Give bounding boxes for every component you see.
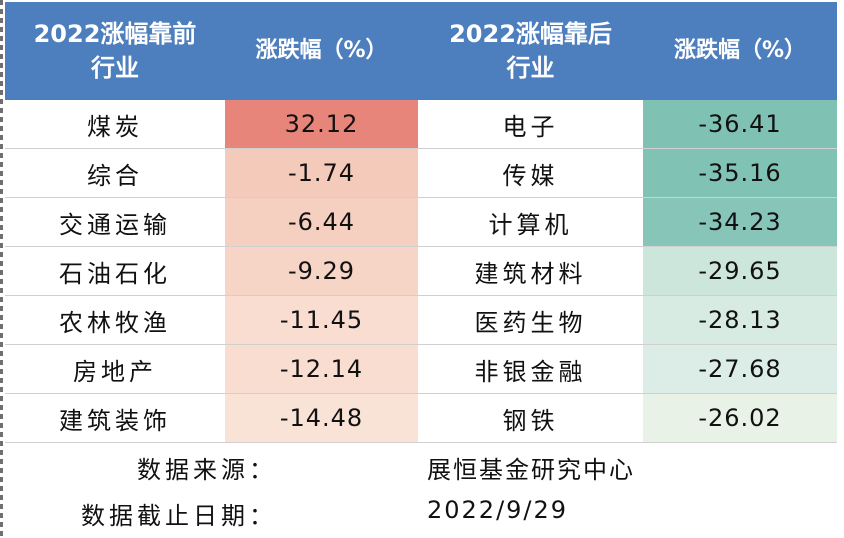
top-value-cell: -1.74 (225, 148, 418, 198)
dashed-border-left (0, 0, 3, 538)
table-row: 交通运输 -6.44 计算机 -34.23 (5, 197, 837, 247)
bottom-industry-cell: 建筑材料 (418, 246, 643, 296)
table-row: 综合 -1.74 传媒 -35.16 (5, 148, 837, 198)
header-bottom-industry: 2022涨幅靠后 行业 (418, 2, 643, 100)
top-industry-cell: 煤炭 (5, 100, 225, 149)
top-industry-cell: 综合 (5, 148, 225, 198)
top-value-cell: -14.48 (225, 393, 418, 443)
top-value-cell: 32.12 (225, 100, 418, 149)
bottom-industry-cell: 电子 (418, 100, 643, 149)
top-industry-cell: 石油石化 (5, 246, 225, 296)
top-value-cell: -12.14 (225, 344, 418, 394)
industry-performance-table: 2022涨幅靠前 行业 涨跌幅（%） 2022涨幅靠后 行业 涨跌幅（%） 煤炭… (5, 2, 837, 443)
header-top-industry-line1: 2022涨幅靠前 (33, 20, 197, 48)
top-industry-cell: 房地产 (5, 344, 225, 394)
bottom-value-cell: -34.23 (643, 197, 837, 247)
header-top-industry-line2: 行业 (91, 54, 139, 82)
bottom-value-cell: -28.13 (643, 295, 837, 345)
header-top-industry: 2022涨幅靠前 行业 (5, 2, 225, 100)
top-value-cell: -11.45 (225, 295, 418, 345)
date-row: 数据截止日期： 2022/9/29 (5, 488, 837, 534)
header-top-pct: 涨跌幅（%） (225, 2, 418, 100)
source-label: 数据来源： (137, 456, 277, 484)
table-row: 建筑装饰 -14.48 钢铁 -26.02 (5, 393, 837, 443)
top-industry-cell: 建筑装饰 (5, 393, 225, 443)
table-row: 石油石化 -9.29 建筑材料 -29.65 (5, 246, 837, 296)
date-label: 数据截止日期： (81, 502, 277, 530)
source-row: 数据来源： 展恒基金研究中心 (5, 442, 837, 488)
bottom-industry-cell: 传媒 (418, 148, 643, 198)
date-value: 2022/9/29 (427, 496, 569, 524)
table-row: 房地产 -12.14 非银金融 -27.68 (5, 344, 837, 394)
table-header-row: 2022涨幅靠前 行业 涨跌幅（%） 2022涨幅靠后 行业 涨跌幅（%） (5, 2, 837, 100)
bottom-value-cell: -29.65 (643, 246, 837, 296)
bottom-industry-cell: 钢铁 (418, 393, 643, 443)
source-value: 展恒基金研究中心 (427, 456, 635, 484)
bottom-value-cell: -36.41 (643, 100, 837, 149)
bottom-value-cell: -35.16 (643, 148, 837, 198)
bottom-value-cell: -26.02 (643, 393, 837, 443)
top-industry-cell: 农林牧渔 (5, 295, 225, 345)
bottom-industry-cell: 非银金融 (418, 344, 643, 394)
table-row: 煤炭 32.12 电子 -36.41 (5, 100, 837, 149)
bottom-industry-cell: 医药生物 (418, 295, 643, 345)
footer-notes: 数据来源： 展恒基金研究中心 数据截止日期： 2022/9/29 (5, 442, 837, 534)
header-bottom-pct: 涨跌幅（%） (643, 2, 837, 100)
header-bottom-industry-line2: 行业 (506, 54, 555, 82)
top-industry-cell: 交通运输 (5, 197, 225, 247)
bottom-value-cell: -27.68 (643, 344, 837, 394)
top-value-cell: -6.44 (225, 197, 418, 247)
table-row: 农林牧渔 -11.45 医药生物 -28.13 (5, 295, 837, 345)
top-value-cell: -9.29 (225, 246, 418, 296)
header-bottom-industry-line1: 2022涨幅靠后 (449, 20, 612, 48)
bottom-industry-cell: 计算机 (418, 197, 643, 247)
